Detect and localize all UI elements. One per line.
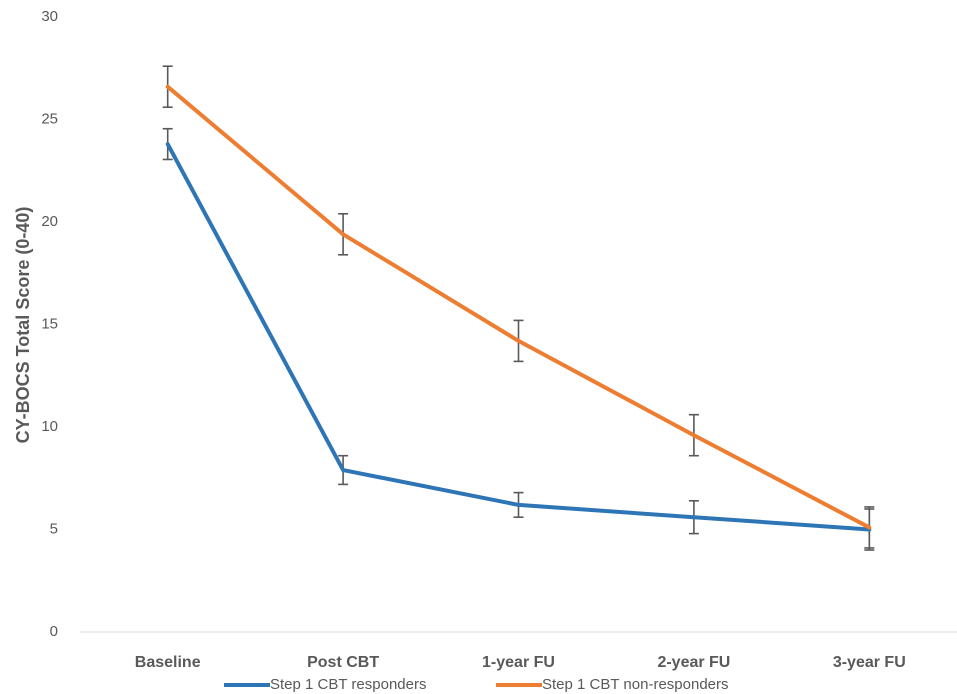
- legend-label: Step 1 CBT responders: [270, 676, 426, 693]
- x-category-label: 1-year FU: [482, 654, 555, 671]
- x-axis-categories: Baseline Post CBT 1-year FU 2-year FU 3-year…: [135, 654, 906, 671]
- y-axis-ticks: 0 5 10 15 20 25 30: [41, 8, 58, 640]
- y-tick-label: 0: [50, 623, 58, 640]
- error-bars: [162, 65, 875, 551]
- y-tick-label: 30: [41, 8, 58, 25]
- legend: Step 1 CBT responders Step 1 CBT non-resp…: [224, 676, 729, 693]
- y-tick-label: 10: [41, 418, 58, 435]
- y-axis-label: CY-BOCS Total Score (0-40): [13, 207, 33, 444]
- x-category-label: Post CBT: [307, 654, 379, 671]
- y-tick-label: 25: [41, 110, 58, 127]
- y-tick-label: 5: [50, 520, 58, 537]
- legend-label: Step 1 CBT non-responders: [542, 676, 729, 693]
- legend-item: Step 1 CBT non-responders: [496, 676, 729, 693]
- y-tick-label: 20: [41, 213, 58, 230]
- x-category-label: 3-year FU: [833, 654, 906, 671]
- series-line-1: [165, 84, 872, 530]
- x-category-label: 2-year FU: [657, 654, 730, 671]
- series-lines: [165, 84, 872, 532]
- legend-item: Step 1 CBT responders: [224, 676, 426, 693]
- series-line-0: [165, 142, 872, 532]
- x-category-label: Baseline: [135, 654, 201, 671]
- y-tick-label: 15: [41, 315, 58, 332]
